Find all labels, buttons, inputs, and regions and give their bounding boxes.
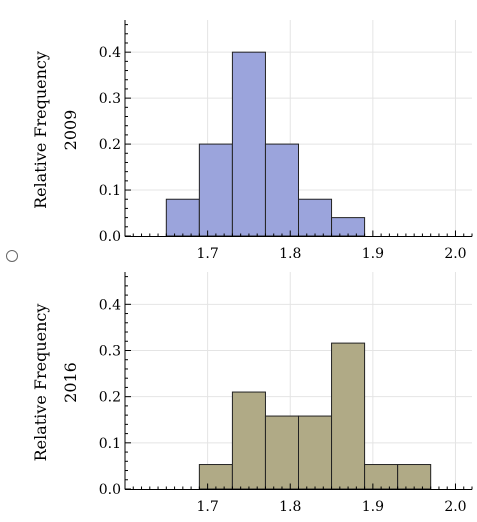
y-tick-label: 0.4 — [99, 297, 121, 313]
histogram-bar — [198, 464, 233, 490]
y-tick-label: 0.4 — [99, 45, 121, 61]
x-tick-label: 2.0 — [444, 246, 466, 262]
x-tick-label: 1.8 — [279, 246, 301, 262]
histogram-panel-2016: 1.7 1.8 1.9 2.0 0.0 0.1 0.2 0.3 0.4 Relative Freq… — [31, 272, 473, 515]
histogram-bar — [298, 198, 333, 237]
x-tick-label: 1.7 — [196, 499, 218, 515]
x-tick-label: 1.9 — [362, 499, 384, 515]
y-axis-title: Relative Frequency — [31, 51, 50, 209]
y-tick-label: 0.3 — [99, 343, 121, 359]
y-tick-label: 0.2 — [99, 390, 121, 406]
x-tick-label: 1.8 — [279, 499, 301, 515]
histogram-bar — [165, 198, 200, 237]
y-tick-label: 0.0 — [99, 229, 121, 245]
histogram-bar — [264, 143, 300, 237]
y-axis-title: Relative Frequency — [31, 304, 50, 462]
y-tick-label: 0.1 — [99, 436, 121, 452]
y-axis-year-label: 2009 — [61, 110, 80, 151]
histogram-bar — [364, 464, 399, 490]
answer-radio-button[interactable] — [6, 250, 18, 262]
histogram-bar — [331, 217, 366, 237]
histogram-panel-2009: 1.7 1.8 1.9 2.0 0.0 0.1 0.2 0.3 0.4 Relative Freq… — [31, 20, 473, 262]
histogram-bar — [397, 464, 432, 490]
y-tick-label: 0.2 — [99, 137, 121, 153]
histogram-bar — [231, 391, 266, 490]
x-tick-label: 1.9 — [362, 246, 384, 262]
histogram-bar — [264, 415, 300, 490]
y-tick-label: 0.0 — [99, 482, 121, 498]
histogram-bar — [298, 415, 333, 490]
histogram-bar — [331, 342, 366, 490]
y-axis-year-label: 2016 — [61, 362, 80, 403]
y-tick-label: 0.3 — [99, 91, 121, 107]
x-tick-label: 1.7 — [196, 246, 218, 262]
y-tick-label: 0.1 — [99, 183, 121, 199]
histogram-bar — [231, 51, 266, 237]
x-tick-label: 2.0 — [444, 499, 466, 515]
histogram-bar — [198, 143, 233, 237]
